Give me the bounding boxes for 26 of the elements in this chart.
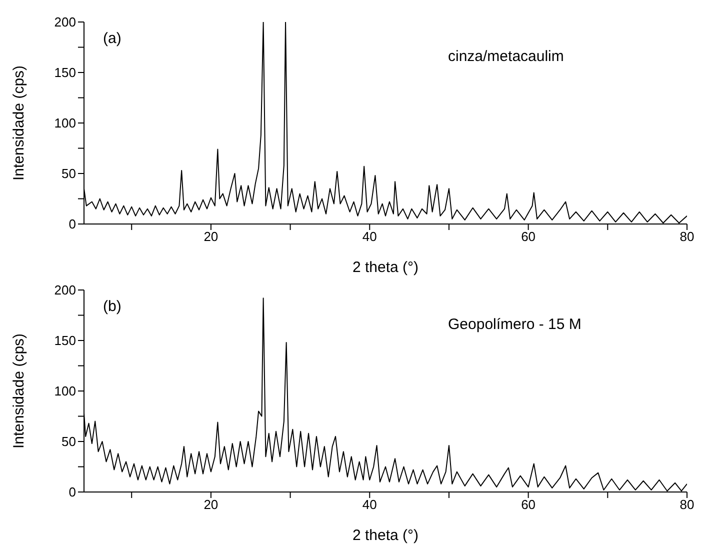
y-tick-label: 200: [54, 14, 76, 30]
y-tick-label: 100: [54, 116, 76, 131]
x-tick-label: 20: [204, 497, 218, 512]
annotation: Geopolímero - 15 M: [448, 316, 582, 333]
y-axis-title: Intensidade (cps): [10, 65, 28, 181]
x-tick-label: 20: [204, 229, 218, 244]
x-axis-title: 2 theta (°): [352, 527, 419, 544]
y-tick-label: 100: [54, 384, 76, 399]
x-axis-title: 2 theta (°): [352, 259, 419, 276]
x-tick-label: 80: [680, 229, 694, 244]
x-tick-label: 40: [362, 229, 377, 244]
x-tick-label: 80: [680, 497, 694, 512]
y-axis-title: Intensidade (cps): [10, 333, 28, 449]
y-tick-label: 200: [54, 282, 76, 298]
x-tick-label: 60: [521, 497, 536, 512]
y-tick-label: 0: [68, 484, 76, 500]
y-tick-label: 150: [54, 333, 76, 348]
y-tick-label: 50: [62, 434, 76, 450]
annotation: (a): [103, 30, 122, 47]
annotation: (b): [103, 298, 122, 315]
x-tick-label: 60: [521, 229, 536, 244]
y-tick-label: 150: [54, 65, 76, 80]
y-tick-label: 0: [68, 216, 76, 232]
x-tick-label: 40: [362, 497, 377, 512]
annotation: cinza/metacaulim: [448, 48, 564, 65]
y-tick-label: 50: [62, 166, 76, 182]
